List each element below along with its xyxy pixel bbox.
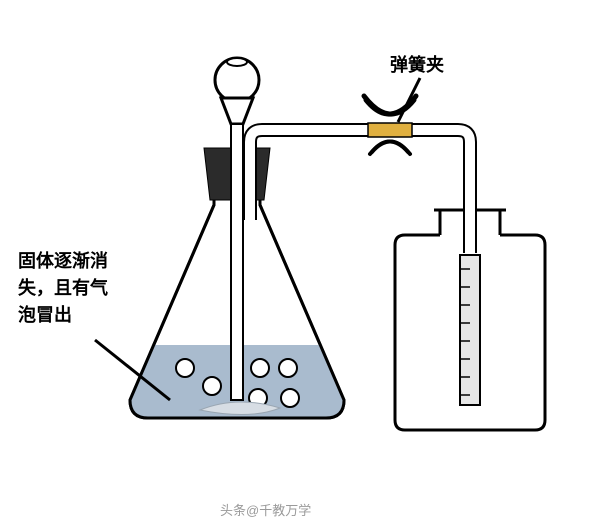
delivery-tube-inner [250,130,470,235]
bubble [279,359,297,377]
bubble [203,377,221,395]
watermark-text: 头条@千教万学 [220,500,311,519]
bubble [176,359,194,377]
bubble [281,389,299,407]
clamp-sleeve [368,123,412,137]
funnel-cone [221,98,253,124]
funnel-stem [231,124,243,400]
left-annotation-label: 固体逐渐消失，且有气泡冒出 [18,248,118,329]
top-annotation-label: 弹簧夹 [390,52,444,79]
delivery-tube-outer [250,130,470,235]
graduated-tube [460,255,480,405]
bubble [251,359,269,377]
leader-line [398,78,420,122]
